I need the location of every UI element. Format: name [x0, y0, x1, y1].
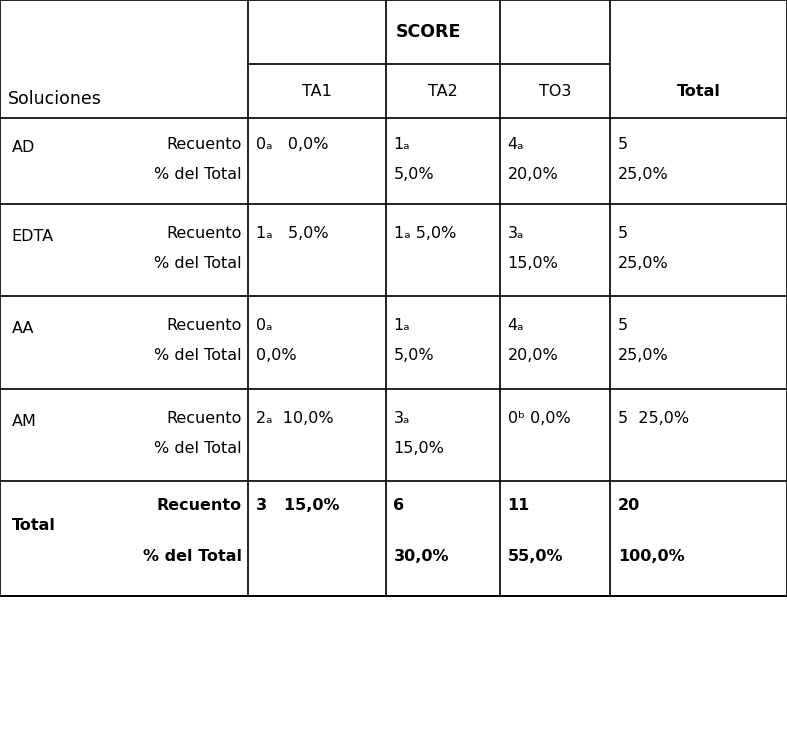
- Text: 25,0%: 25,0%: [618, 255, 668, 271]
- Text: 3ₐ: 3ₐ: [508, 226, 524, 241]
- Text: 0ᵇ 0,0%: 0ᵇ 0,0%: [508, 411, 571, 426]
- Text: 100,0%: 100,0%: [618, 549, 685, 565]
- Text: 3   15,0%: 3 15,0%: [256, 497, 339, 513]
- Text: TA2: TA2: [428, 84, 457, 99]
- Text: 25,0%: 25,0%: [618, 166, 668, 182]
- Text: % del Total: % del Total: [142, 549, 242, 565]
- Text: 6: 6: [394, 497, 405, 513]
- Text: 20: 20: [618, 497, 640, 513]
- Text: EDTA: EDTA: [12, 229, 54, 244]
- Text: Recuento: Recuento: [157, 497, 242, 513]
- Text: 5: 5: [618, 137, 628, 152]
- Text: 5  25,0%: 5 25,0%: [618, 411, 689, 426]
- Text: 55,0%: 55,0%: [508, 549, 563, 565]
- Text: Total: Total: [677, 84, 720, 99]
- Text: 25,0%: 25,0%: [618, 348, 668, 363]
- Text: 11: 11: [508, 497, 530, 513]
- Text: % del Total: % del Total: [154, 348, 242, 363]
- Text: Total: Total: [12, 517, 56, 533]
- Text: 4ₐ: 4ₐ: [508, 318, 524, 334]
- Text: AD: AD: [12, 140, 35, 155]
- Text: Recuento: Recuento: [166, 318, 242, 334]
- Text: SCORE: SCORE: [396, 23, 462, 41]
- Text: 20,0%: 20,0%: [508, 166, 558, 182]
- Text: 30,0%: 30,0%: [394, 549, 449, 565]
- Text: 3ₐ: 3ₐ: [394, 411, 410, 426]
- Text: 0ₐ: 0ₐ: [256, 318, 272, 334]
- Text: % del Total: % del Total: [154, 440, 242, 456]
- Text: 1ₐ: 1ₐ: [394, 318, 410, 334]
- Text: 5,0%: 5,0%: [394, 166, 434, 182]
- Text: 5: 5: [618, 318, 628, 334]
- Text: 20,0%: 20,0%: [508, 348, 558, 363]
- Text: 4ₐ: 4ₐ: [508, 137, 524, 152]
- Text: 15,0%: 15,0%: [508, 255, 559, 271]
- Text: % del Total: % del Total: [154, 255, 242, 271]
- Text: AM: AM: [12, 414, 37, 429]
- Text: 1ₐ 5,0%: 1ₐ 5,0%: [394, 226, 456, 241]
- Text: 2ₐ  10,0%: 2ₐ 10,0%: [256, 411, 334, 426]
- Text: AA: AA: [12, 321, 35, 337]
- Text: 5,0%: 5,0%: [394, 348, 434, 363]
- Text: Recuento: Recuento: [166, 411, 242, 426]
- Text: 1ₐ: 1ₐ: [394, 137, 410, 152]
- Text: 1ₐ   5,0%: 1ₐ 5,0%: [256, 226, 328, 241]
- Text: 0ₐ   0,0%: 0ₐ 0,0%: [256, 137, 328, 152]
- Text: Recuento: Recuento: [166, 137, 242, 152]
- Text: 15,0%: 15,0%: [394, 440, 445, 456]
- Text: TA1: TA1: [302, 84, 331, 99]
- Text: Recuento: Recuento: [166, 226, 242, 241]
- Text: % del Total: % del Total: [154, 166, 242, 182]
- Text: 0,0%: 0,0%: [256, 348, 297, 363]
- Text: TO3: TO3: [538, 84, 571, 99]
- Text: 5: 5: [618, 226, 628, 241]
- Text: Soluciones: Soluciones: [8, 90, 102, 108]
